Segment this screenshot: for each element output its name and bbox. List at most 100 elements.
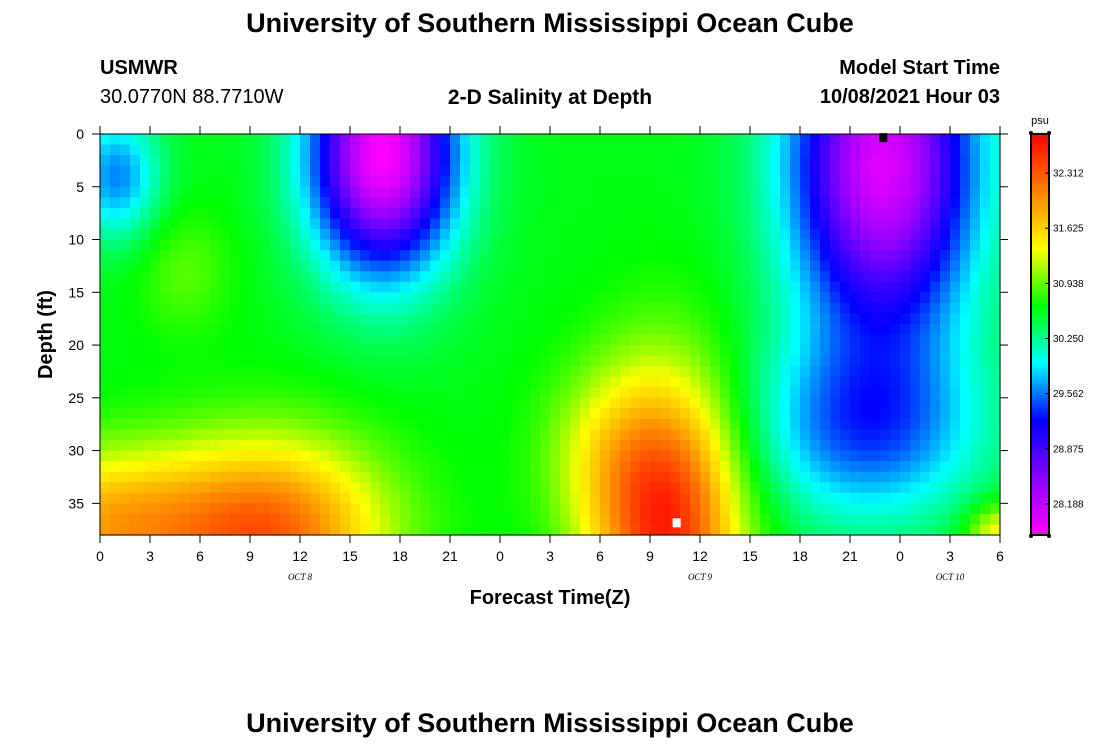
heatmap-cell (970, 313, 981, 325)
heatmap-cell (940, 387, 951, 399)
heatmap-cell (710, 450, 721, 462)
heatmap-cell (710, 482, 721, 494)
heatmap-cell (920, 197, 931, 209)
heatmap-cell (730, 218, 741, 230)
heatmap-cell (980, 408, 991, 420)
heatmap-cell (490, 207, 501, 220)
heatmap-cell (160, 513, 171, 526)
heatmap-cell (830, 471, 841, 483)
heatmap-cell (270, 397, 281, 409)
heatmap-cell (750, 440, 761, 452)
heatmap-cell (400, 228, 411, 241)
heatmap-cell (250, 376, 261, 388)
heatmap-cell (190, 281, 201, 293)
heatmap-cell (260, 482, 271, 494)
heatmap-cell (640, 155, 651, 167)
heatmap-cell (130, 260, 141, 272)
heatmap-cell (200, 281, 211, 293)
heatmap-cell (350, 366, 361, 378)
heatmap-cell (470, 292, 481, 304)
heatmap-cell (900, 418, 911, 431)
heatmap-cell (530, 144, 541, 156)
heatmap-cell (120, 355, 131, 367)
heatmap-cell (480, 355, 491, 367)
heatmap-cell (490, 292, 501, 304)
heatmap-cell (440, 408, 451, 420)
heatmap-cell (650, 513, 661, 526)
heatmap-cell (200, 260, 211, 272)
heatmap-cell (150, 228, 161, 241)
heatmap-cell (650, 492, 661, 504)
heatmap-cell (580, 271, 591, 283)
heatmap-cell (430, 334, 441, 346)
colorbar-swatch (1031, 524, 1049, 529)
heatmap-cell (150, 376, 161, 388)
heatmap-cell (320, 281, 331, 293)
colorbar-swatch (1031, 481, 1049, 486)
heatmap-cell (890, 281, 901, 293)
heatmap-cell (520, 281, 531, 293)
heatmap-cell (540, 250, 551, 262)
heatmap-cell (520, 355, 531, 367)
heatmap-cell (260, 355, 271, 367)
heatmap-cell (390, 271, 401, 283)
heatmap-cell (500, 165, 511, 177)
heatmap-cell (220, 228, 231, 241)
heatmap-cell (780, 503, 791, 515)
heatmap-cell (910, 260, 921, 272)
heatmap-cell (820, 302, 831, 314)
heatmap-cell (450, 429, 461, 441)
heatmap-cell (700, 218, 711, 230)
heatmap-cell (630, 134, 641, 146)
heatmap-cell (970, 155, 981, 167)
heatmap-cell (230, 260, 241, 272)
heatmap-cell (730, 239, 741, 251)
heatmap-cell (200, 228, 211, 241)
heatmap-cell (920, 461, 931, 473)
heatmap-cell (730, 323, 741, 336)
heatmap-cell (780, 397, 791, 409)
colorbar-frame (1030, 133, 1050, 536)
heatmap-cell (480, 418, 491, 431)
heatmap-cell (930, 134, 941, 146)
heatmap-cell (190, 218, 201, 230)
heatmap-cell (160, 155, 171, 167)
heatmap-cell (710, 165, 721, 177)
heatmap-cell (770, 134, 781, 146)
heatmap-cell (380, 228, 391, 241)
heatmap-cell (320, 450, 331, 462)
heatmap-cell (840, 440, 851, 452)
heatmap-cell (770, 450, 781, 462)
heatmap-cell (880, 281, 891, 293)
heatmap-cell (590, 155, 601, 167)
heatmap-cell (310, 313, 321, 325)
heatmap-cell (260, 239, 271, 251)
colorbar-swatch (1031, 184, 1049, 189)
heatmap-cell (610, 218, 621, 230)
heatmap-cell (740, 155, 751, 167)
heatmap-cell (980, 207, 991, 220)
heatmap-cell (880, 524, 891, 536)
heatmap-cell (360, 418, 371, 431)
y-tick-label: 0 (76, 126, 84, 142)
heatmap-cell (120, 418, 131, 431)
heatmap-cell (680, 429, 691, 441)
heatmap-cell (520, 418, 531, 431)
heatmap-cell (940, 471, 951, 483)
heatmap-cell (620, 250, 631, 262)
heatmap-cell (430, 461, 441, 473)
heatmap-cell (730, 429, 741, 441)
heatmap-cell (530, 228, 541, 241)
heatmap-cell (330, 440, 341, 452)
heatmap-cell (590, 228, 601, 241)
heatmap-cell (860, 250, 871, 262)
heatmap-cell (530, 176, 541, 188)
heatmap-cell (830, 176, 841, 188)
heatmap-cell (800, 471, 811, 483)
heatmap-cell (910, 513, 921, 526)
heatmap-cell (300, 271, 311, 283)
heatmap-cell (350, 228, 361, 241)
heatmap-cell (300, 345, 311, 357)
heatmap-cell (410, 492, 421, 504)
